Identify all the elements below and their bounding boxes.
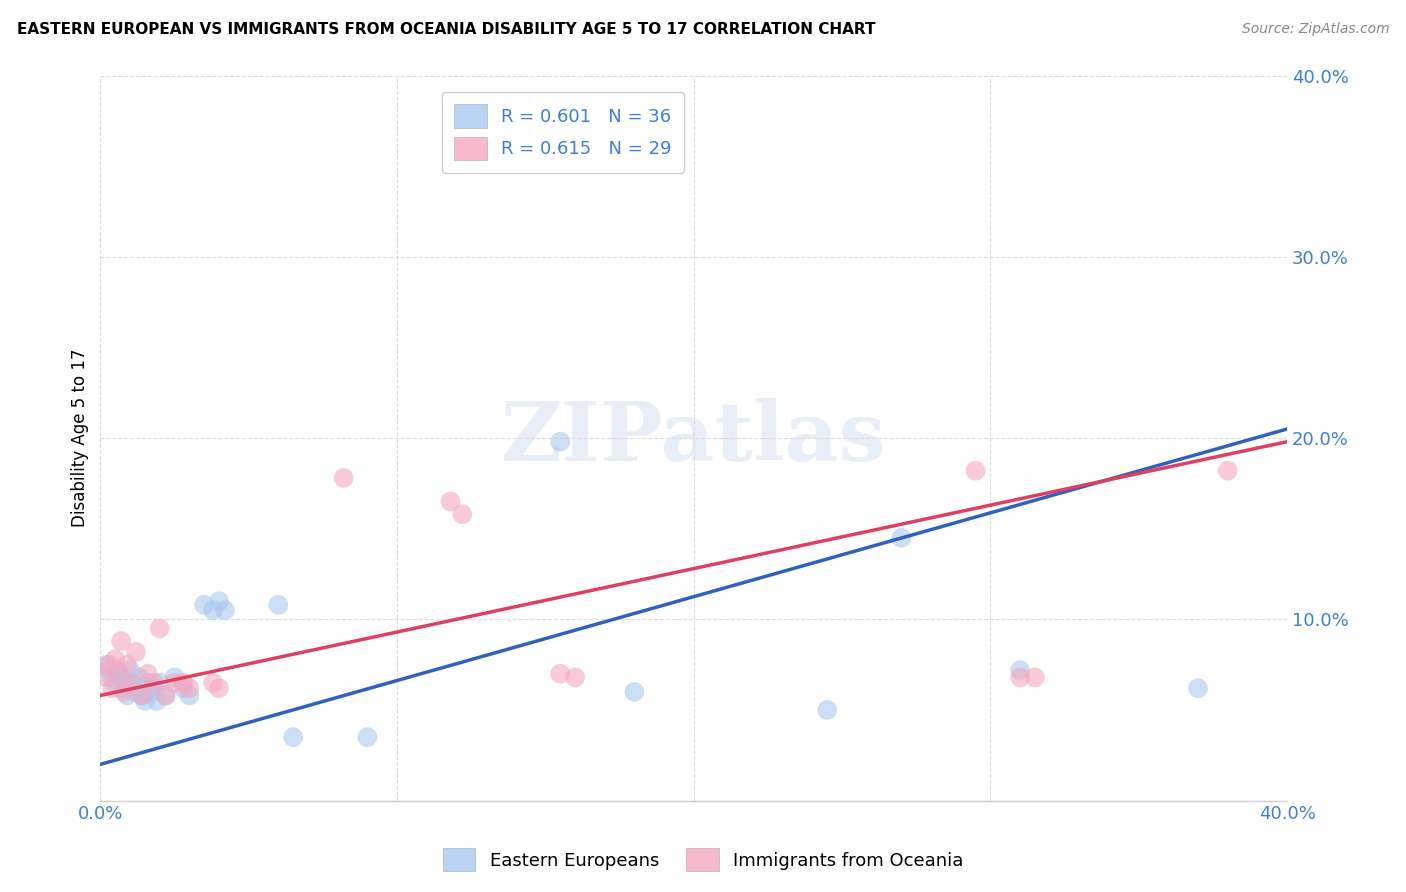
Point (332, 471, 354, 485)
Point (202, 675, 225, 690)
Point (110, 634, 132, 648)
Text: EASTERN EUROPEAN VS IMMIGRANTS FROM OCEANIA DISABILITY AGE 5 TO 17 CORRELATION C: EASTERN EUROPEAN VS IMMIGRANTS FROM OCEA… (17, 22, 876, 37)
Point (208, 681, 231, 696)
Point (172, 675, 194, 690)
Point (179, 681, 201, 696)
Point (267, 598, 290, 612)
Point (104, 652, 127, 666)
Point (451, 507, 474, 521)
Point (283, 730, 305, 744)
Point (136, 666, 159, 681)
Point (208, 594, 231, 608)
Point (98, 657, 121, 672)
Point (125, 685, 148, 699)
Point (1010, 670, 1032, 684)
Point (1024, 670, 1046, 684)
Point (564, 670, 586, 684)
Point (815, 703, 838, 717)
Point (1187, 681, 1209, 696)
Y-axis label: Disability Age 5 to 17: Disability Age 5 to 17 (72, 349, 89, 527)
Point (623, 685, 645, 699)
Point (1010, 663, 1032, 677)
Point (110, 670, 132, 684)
Legend: R = 0.601   N = 36, R = 0.615   N = 29: R = 0.601 N = 36, R = 0.615 N = 29 (441, 92, 685, 172)
Point (214, 603, 236, 617)
Point (193, 598, 215, 612)
Point (96, 670, 118, 684)
Point (149, 621, 172, 635)
Point (1216, 464, 1239, 478)
Point (163, 675, 186, 690)
Point (115, 689, 138, 703)
Point (122, 675, 145, 690)
Point (96, 657, 118, 672)
Point (112, 685, 135, 699)
Point (145, 694, 167, 708)
Point (142, 675, 165, 690)
Point (548, 434, 571, 449)
Point (548, 666, 571, 681)
Point (107, 663, 129, 677)
Point (149, 675, 172, 690)
Point (965, 464, 987, 478)
Point (125, 645, 148, 659)
Point (131, 689, 153, 703)
Point (107, 666, 129, 681)
Point (104, 675, 127, 690)
Point (155, 689, 177, 703)
Point (115, 657, 138, 672)
Point (202, 603, 225, 617)
Point (118, 675, 141, 690)
Text: ZIPatlas: ZIPatlas (501, 398, 886, 478)
Point (356, 730, 378, 744)
Point (101, 670, 124, 684)
Legend: Eastern Europeans, Immigrants from Oceania: Eastern Europeans, Immigrants from Ocean… (436, 841, 970, 879)
Point (139, 685, 162, 699)
Point (163, 670, 186, 684)
Text: Source: ZipAtlas.com: Source: ZipAtlas.com (1241, 22, 1389, 37)
Point (179, 689, 201, 703)
Point (131, 689, 153, 703)
Point (118, 663, 141, 677)
Point (128, 670, 150, 684)
Point (101, 681, 124, 696)
Point (98, 663, 121, 677)
Point (439, 494, 461, 508)
Point (142, 681, 165, 696)
Point (172, 681, 194, 696)
Point (112, 681, 135, 696)
Point (136, 675, 159, 690)
Point (155, 689, 177, 703)
Point (134, 694, 156, 708)
Point (890, 531, 912, 545)
